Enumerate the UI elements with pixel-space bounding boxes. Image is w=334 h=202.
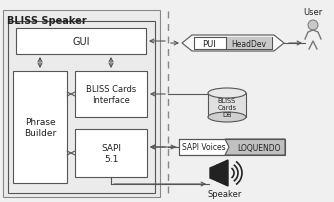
Text: BLISS
Cards
DB: BLISS Cards DB [217, 98, 236, 117]
Bar [179, 139, 229, 155]
Text: Phrase
Builder: Phrase Builder [24, 118, 56, 137]
Bar [8, 22, 155, 193]
Bar [208, 94, 246, 117]
Bar [16, 29, 146, 55]
Ellipse shape [208, 88, 246, 99]
Polygon shape [217, 160, 228, 186]
Ellipse shape [208, 113, 246, 122]
Bar [13, 72, 67, 183]
Polygon shape [225, 139, 285, 155]
Text: BLISS Speaker: BLISS Speaker [7, 16, 87, 26]
Text: PUI: PUI [202, 39, 216, 48]
Text: SAPI
5.1: SAPI 5.1 [101, 144, 121, 163]
Text: HeadDev: HeadDev [231, 39, 267, 48]
Polygon shape [210, 165, 217, 181]
Bar [75, 72, 147, 117]
Bar [194, 38, 272, 50]
Bar [226, 38, 272, 50]
Ellipse shape [308, 21, 318, 31]
Text: User: User [303, 7, 323, 16]
Bar [179, 139, 285, 155]
Text: Speaker: Speaker [208, 189, 242, 199]
Text: LOQUENDO: LOQUENDO [237, 143, 281, 152]
Bar [3, 11, 160, 197]
Text: SAPI Voices: SAPI Voices [182, 143, 226, 152]
Bar [75, 129, 147, 177]
Text: BLISS Cards
Interface: BLISS Cards Interface [86, 85, 136, 104]
Text: GUI: GUI [72, 37, 90, 47]
Polygon shape [182, 36, 284, 52]
